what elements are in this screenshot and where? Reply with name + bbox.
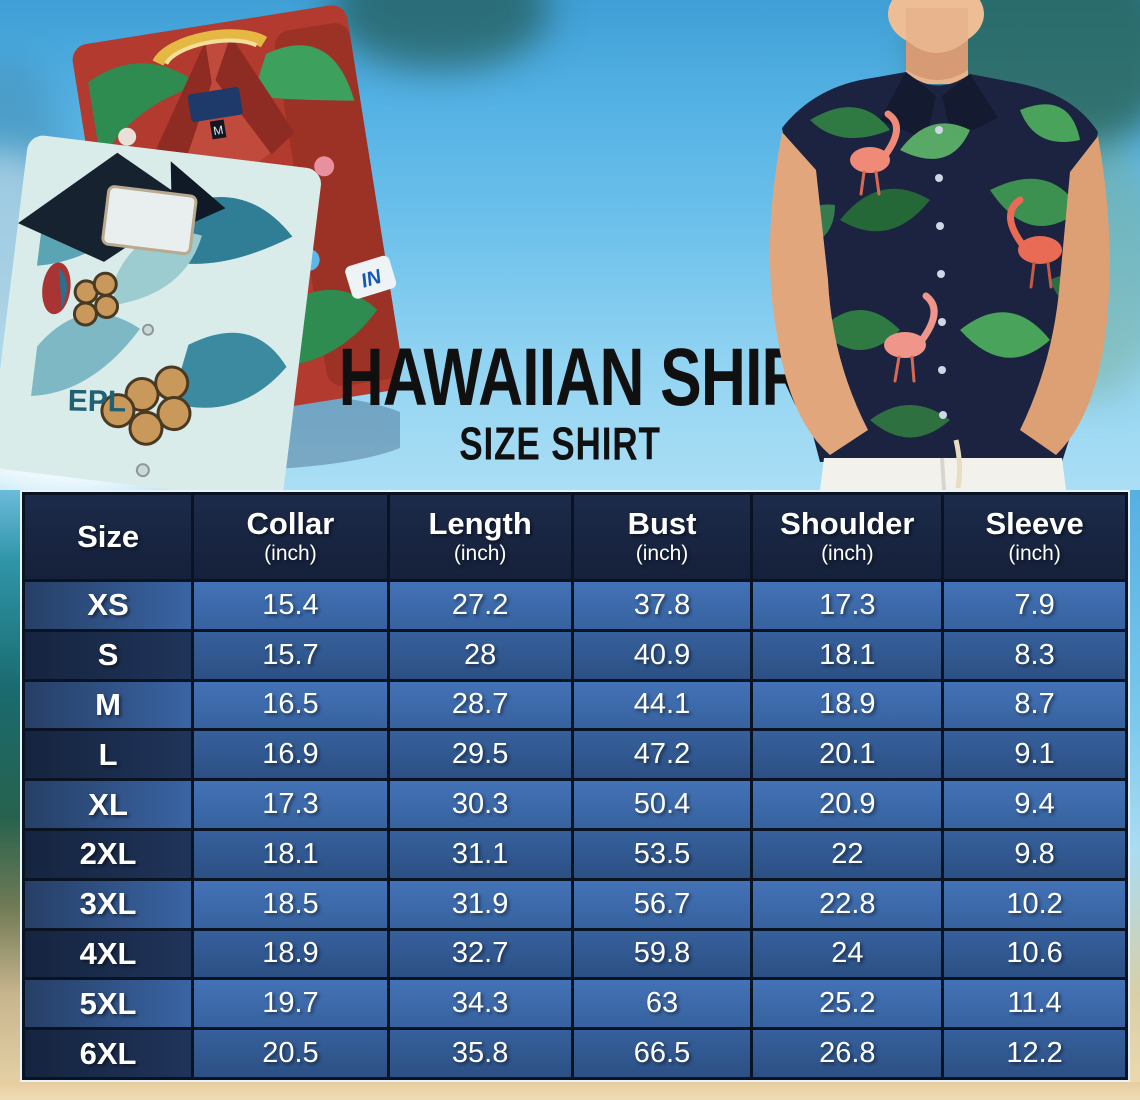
collar-cell: 18.5 bbox=[194, 880, 387, 928]
shoulder-cell: 17.3 bbox=[753, 582, 942, 629]
bust-cell: 50.4 bbox=[573, 781, 751, 828]
teal-shirt-print-text: EPL bbox=[67, 385, 126, 419]
length-cell: 30.3 bbox=[389, 781, 571, 828]
length-cell: 29.5 bbox=[389, 731, 571, 779]
header-bust: Bust (inch) bbox=[573, 495, 751, 579]
sand-strip bbox=[0, 1082, 1140, 1100]
collar-cell: 15.7 bbox=[194, 631, 387, 679]
header-collar: Collar (inch) bbox=[194, 495, 387, 579]
collar-cell: 17.3 bbox=[194, 781, 387, 828]
sleeve-cell: 9.8 bbox=[944, 830, 1125, 878]
background-right-strip bbox=[1130, 490, 1140, 1084]
sleeve-cell: 9.1 bbox=[944, 731, 1125, 779]
shoulder-cell: 22 bbox=[753, 830, 942, 878]
shoulder-cell: 26.8 bbox=[753, 1030, 942, 1077]
size-cell: XS bbox=[25, 582, 192, 629]
collar-cell: 16.5 bbox=[194, 681, 387, 729]
sleeve-cell: 9.4 bbox=[944, 781, 1125, 828]
collar-cell: 15.4 bbox=[194, 582, 387, 629]
shoulder-cell: 24 bbox=[753, 930, 942, 978]
length-cell: 34.3 bbox=[389, 980, 571, 1028]
sleeve-cell: 7.9 bbox=[944, 582, 1125, 629]
bust-cell: 37.8 bbox=[573, 582, 751, 629]
length-cell: 28.7 bbox=[389, 681, 571, 729]
red-shirt-size-tag: M bbox=[212, 123, 224, 138]
collar-cell: 16.9 bbox=[194, 731, 387, 779]
collar-cell: 20.5 bbox=[194, 1030, 387, 1077]
shoulder-cell: 22.8 bbox=[753, 880, 942, 928]
length-cell: 32.7 bbox=[389, 930, 571, 978]
hero-banner: M IN bbox=[0, 0, 1140, 490]
bust-cell: 40.9 bbox=[573, 631, 751, 679]
sleeve-cell: 8.7 bbox=[944, 681, 1125, 729]
size-cell: XL bbox=[25, 781, 192, 828]
folded-shirts-photo: M IN bbox=[0, 5, 400, 490]
collar-cell: 19.7 bbox=[194, 980, 387, 1028]
sleeve-cell: 8.3 bbox=[944, 631, 1125, 679]
sleeve-cell: 10.2 bbox=[944, 880, 1125, 928]
model-photo bbox=[769, 0, 1110, 490]
length-cell: 27.2 bbox=[389, 582, 571, 629]
sleeve-cell: 11.4 bbox=[944, 980, 1125, 1028]
shoulder-cell: 20.9 bbox=[753, 781, 942, 828]
page-subtitle: SIZE SHIRT bbox=[459, 418, 661, 471]
size-cell: M bbox=[25, 681, 192, 729]
bust-cell: 47.2 bbox=[573, 731, 751, 779]
length-cell: 35.8 bbox=[389, 1030, 571, 1077]
header-sleeve: Sleeve (inch) bbox=[944, 495, 1125, 579]
size-chart-table: Size Collar (inch) Length (inch) Bust (inch… bbox=[20, 490, 1130, 1082]
size-cell: 3XL bbox=[25, 880, 192, 928]
header-length: Length (inch) bbox=[389, 495, 571, 579]
size-cell: 5XL bbox=[25, 980, 192, 1028]
size-cell: S bbox=[25, 631, 192, 679]
teal-shirt-photo: EPL bbox=[0, 135, 321, 490]
size-cell: 2XL bbox=[25, 830, 192, 878]
length-cell: 31.1 bbox=[389, 830, 571, 878]
header-size: Size bbox=[25, 495, 192, 579]
bust-cell: 66.5 bbox=[573, 1030, 751, 1077]
size-cell: 4XL bbox=[25, 930, 192, 978]
sleeve-cell: 12.2 bbox=[944, 1030, 1125, 1077]
shoulder-cell: 18.1 bbox=[753, 631, 942, 679]
size-cell: 6XL bbox=[25, 1030, 192, 1077]
length-cell: 28 bbox=[389, 631, 571, 679]
bust-cell: 63 bbox=[573, 980, 751, 1028]
background-left-strip bbox=[0, 490, 20, 1084]
collar-cell: 18.1 bbox=[194, 830, 387, 878]
length-cell: 31.9 bbox=[389, 880, 571, 928]
sleeve-cell: 10.6 bbox=[944, 930, 1125, 978]
shoulder-cell: 25.2 bbox=[753, 980, 942, 1028]
header-shoulder: Shoulder (inch) bbox=[753, 495, 942, 579]
bust-cell: 56.7 bbox=[573, 880, 751, 928]
shoulder-cell: 18.9 bbox=[753, 681, 942, 729]
title-block: HAWAIIAN SHIRT SIZE SHIRT bbox=[290, 331, 844, 471]
page-title: HAWAIIAN SHIRT bbox=[338, 331, 844, 424]
shoulder-cell: 20.1 bbox=[753, 731, 942, 779]
bust-cell: 44.1 bbox=[573, 681, 751, 729]
size-cell: L bbox=[25, 731, 192, 779]
collar-cell: 18.9 bbox=[194, 930, 387, 978]
bust-cell: 53.5 bbox=[573, 830, 751, 878]
bust-cell: 59.8 bbox=[573, 930, 751, 978]
